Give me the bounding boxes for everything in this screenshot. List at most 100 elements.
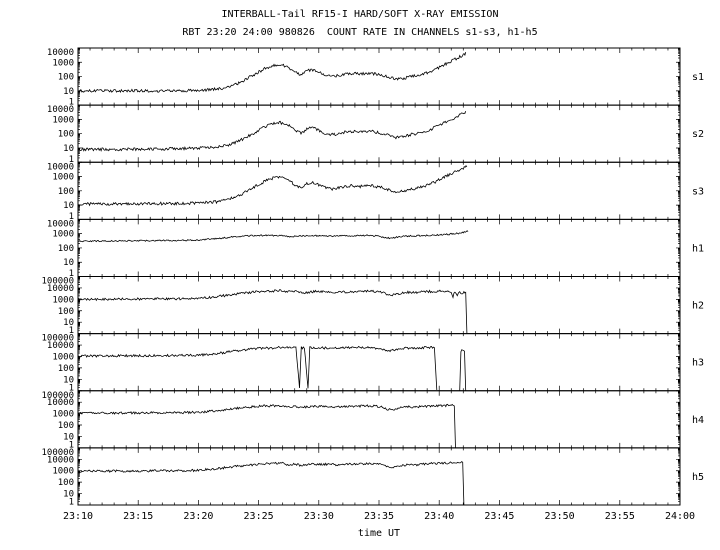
panel-frame <box>77 47 681 106</box>
channel-label: s2 <box>692 129 704 140</box>
series-h4 <box>77 403 456 448</box>
channel-label: h4 <box>692 415 704 426</box>
ytick-label: 10 <box>63 375 74 385</box>
ytick-label: 100000 <box>41 277 74 287</box>
xtick-label: 23:10 <box>63 511 93 522</box>
ytick-label: 1 <box>69 498 74 508</box>
series-h1 <box>77 230 469 243</box>
axis-ticks <box>77 104 681 163</box>
axis-ticks <box>77 390 681 449</box>
axis-ticks <box>77 47 681 106</box>
axis-ticks <box>77 333 681 392</box>
ytick-label: 1000 <box>52 295 74 305</box>
ytick-label: 1000 <box>52 115 74 125</box>
ytick-label: 1000 <box>52 352 74 362</box>
ytick-label: 1000 <box>52 173 74 183</box>
channel-label: h3 <box>692 358 704 369</box>
series-s2 <box>77 110 467 152</box>
ytick-label: 100 <box>58 364 74 374</box>
channel-label: h5 <box>692 472 704 483</box>
channel-label: h1 <box>692 243 704 254</box>
axis-ticks <box>77 219 681 277</box>
ytick-label: 10 <box>63 144 74 154</box>
series-s3 <box>78 164 468 207</box>
ytick-label: 1 <box>69 155 74 165</box>
ytick-label: 1000 <box>52 230 74 240</box>
xtick-label: 23:35 <box>364 511 394 522</box>
ytick-label: 10000 <box>47 162 74 172</box>
xtick-label: 23:55 <box>605 511 635 522</box>
xtick-label: 23:25 <box>244 511 274 522</box>
ytick-label: 1 <box>69 326 74 336</box>
ytick-label: 100000 <box>41 334 74 344</box>
ytick-label: 10000 <box>47 455 74 465</box>
ytick-label: 10000 <box>47 48 74 58</box>
xtick-label: 23:20 <box>183 511 213 522</box>
ytick-label: 100 <box>58 421 74 431</box>
ytick-label: 1 <box>69 98 74 108</box>
ytick-label: 10 <box>63 258 74 268</box>
ytick-label: 1 <box>69 269 74 279</box>
chart-title: INTERBALL-Tail RF15-I HARD/SOFT X-RAY EM… <box>221 9 499 20</box>
ytick-label: 10 <box>63 201 74 211</box>
xtick-label: 23:15 <box>123 511 153 522</box>
ytick-label: 1 <box>69 212 74 222</box>
series-s1 <box>77 51 467 94</box>
ytick-label: 1000 <box>52 58 74 68</box>
panel-frame <box>77 276 681 335</box>
ytick-label: 1000 <box>52 410 74 420</box>
ytick-label: 1000 <box>52 467 74 477</box>
ytick-label: 10 <box>63 432 74 442</box>
xtick-label: 23:40 <box>424 511 454 522</box>
xtick-label: 23:50 <box>545 511 575 522</box>
chart-subtitle: RBT 23:20 24:00 980826 COUNT RATE IN CHA… <box>182 27 538 38</box>
x-axis-labels: 23:10 23:15 23:20 23:25 23:30 23:35 23:40 23:45… <box>63 511 695 522</box>
channel-label: s1 <box>692 72 704 83</box>
xtick-label: 24:00 <box>665 511 695 522</box>
panel-frame <box>77 333 681 392</box>
channel-label: h2 <box>692 301 704 312</box>
axis-ticks <box>77 161 681 220</box>
axis-ticks <box>77 447 681 506</box>
xtick-label: 23:45 <box>484 511 514 522</box>
ytick-label: 100000 <box>41 448 74 458</box>
panel-frame <box>77 447 681 506</box>
xtick-label: 23:30 <box>304 511 334 522</box>
ytick-label: 10000 <box>47 341 74 351</box>
series-h5 <box>77 461 465 506</box>
ytick-label: 10000 <box>47 105 74 115</box>
ytick-label: 1 <box>69 383 74 393</box>
ytick-label: 100000 <box>41 391 74 401</box>
ytick-label: 100 <box>58 244 74 254</box>
ytick-label: 100 <box>58 73 74 83</box>
ytick-label: 10000 <box>47 398 74 408</box>
ytick-label: 10 <box>63 87 74 97</box>
ytick-label: 10000 <box>47 284 74 294</box>
panel-frame <box>77 218 681 277</box>
channel-label: s3 <box>692 186 704 197</box>
ytick-label: 100 <box>58 130 74 140</box>
x-axis-title: time UT <box>357 528 401 539</box>
ytick-label: 10 <box>63 490 74 500</box>
ytick-label: 10000 <box>47 219 74 229</box>
series-h2 <box>77 289 468 334</box>
ytick-label: 100 <box>58 307 74 317</box>
ytick-label: 10 <box>63 318 74 328</box>
ytick-label: 1 <box>69 440 74 450</box>
panel-frame <box>77 161 681 220</box>
panel-frame <box>77 390 681 449</box>
ytick-label: 100 <box>58 187 74 197</box>
axis-ticks <box>77 276 681 334</box>
series-h3 <box>77 345 438 391</box>
series-h3 <box>459 349 467 391</box>
